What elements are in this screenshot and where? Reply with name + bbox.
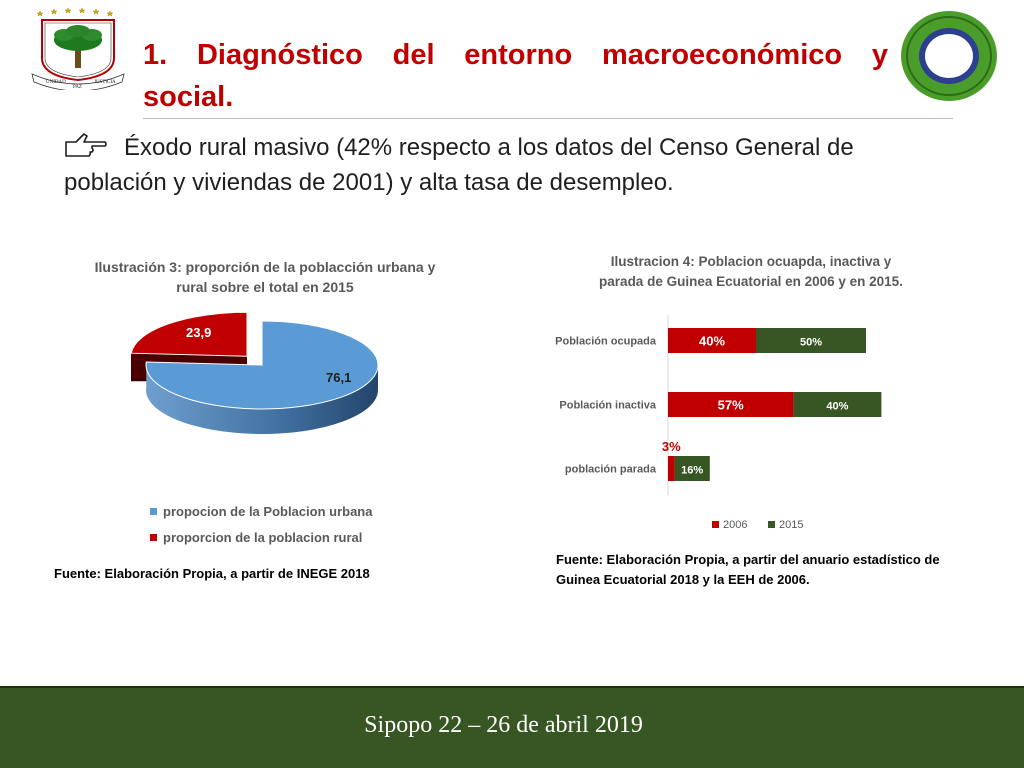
coat-of-arms-logo: UNIDAD PAZ JUSTICIA bbox=[31, 7, 125, 90]
footer-text: Sipopo 22 – 26 de abril 2019 bbox=[364, 712, 643, 738]
bullet-point: Éxodo rural masivo (42% respecto a los d… bbox=[64, 131, 964, 165]
footer-bar bbox=[0, 686, 1024, 768]
bar-data-label: 57% bbox=[718, 398, 744, 413]
ring-logo bbox=[901, 11, 997, 101]
pie-slice-rural bbox=[130, 311, 248, 357]
pointing-hand-icon bbox=[64, 131, 124, 165]
pie-chart-title-line2: rural sobre el total en 2015 bbox=[176, 279, 354, 295]
legend-item-urbana: propocion de la Poblacion urbana bbox=[150, 502, 372, 520]
bar-source-line2: Guinea Ecuatorial 2018 y la EEH de 2006. bbox=[556, 572, 810, 587]
legend-label-2006: 2006 bbox=[723, 519, 747, 531]
bullet-text-line2: población y viviendas de 2001) y alta ta… bbox=[64, 169, 674, 196]
bar-segment-2006 bbox=[668, 392, 794, 417]
pie-chart-title-line1: Ilustración 3: proporción de la poblacci… bbox=[94, 259, 436, 275]
legend-label-rural: proporcion de la poblacion rural bbox=[163, 529, 363, 545]
pie-slice-urbana bbox=[145, 320, 379, 410]
pie-data-label-urbana: 76,1 bbox=[326, 370, 351, 385]
emblem-motto-2: PAZ bbox=[73, 85, 82, 90]
bar-chart-title-line1: Ilustracion 4: Poblacion ocuapda, inacti… bbox=[610, 254, 892, 269]
legend-swatch-2015 bbox=[768, 521, 775, 528]
bar-chart: Población ocupada 40% 50% Población inactiv… bbox=[555, 315, 882, 531]
bar-segment-2015 bbox=[793, 392, 882, 417]
legend-swatch-rural bbox=[150, 533, 157, 541]
bullet-text-line1: Éxodo rural masivo (42% respecto a los d… bbox=[124, 134, 854, 161]
pie-chart-title: Ilustración 3: proporción de la poblacci… bbox=[70, 257, 460, 297]
bar-segment-2006 bbox=[668, 456, 675, 481]
emblem-motto-1: UNIDAD bbox=[46, 80, 66, 85]
bar-data-label: 3% bbox=[662, 439, 681, 454]
legend-item-rural: proporcion de la poblacion rural bbox=[150, 528, 372, 546]
bar-source-note: Fuente: Elaboración Propia, a partir del… bbox=[556, 550, 940, 590]
pie-source-note: Fuente: Elaboración Propia, a partir de … bbox=[54, 566, 370, 581]
bar-segment-2015 bbox=[756, 328, 866, 353]
legend-label-urbana: propocion de la Poblacion urbana bbox=[163, 503, 373, 519]
bar-segment-2015 bbox=[674, 456, 710, 481]
slide-title: 1. Diagnóstico del entorno macroeconómic… bbox=[143, 39, 888, 71]
pie-data-label-rural: 23,9 bbox=[186, 325, 211, 340]
bar-data-label: 40% bbox=[699, 334, 725, 349]
bar-category-label: Población ocupada bbox=[555, 336, 657, 348]
bar-data-label: 50% bbox=[800, 337, 822, 349]
pie-chart: 76,1 23,9 bbox=[130, 311, 379, 435]
bar-chart-title: Ilustracion 4: Poblacion ocuapda, inacti… bbox=[556, 252, 946, 292]
bar-data-label: 40% bbox=[826, 401, 848, 413]
bar-segment-2006 bbox=[668, 328, 756, 353]
bar-source-line1: Fuente: Elaboración Propia, a partir del… bbox=[556, 552, 940, 567]
bar-data-label: 16% bbox=[681, 465, 703, 477]
legend-swatch-urbana bbox=[150, 507, 157, 515]
bar-category-label: Población inactiva bbox=[559, 400, 656, 412]
bar-chart-title-line2: parada de Guinea Ecuatorial en 2006 y en… bbox=[599, 274, 903, 289]
legend-swatch-2006 bbox=[712, 521, 719, 528]
legend-label-2015: 2015 bbox=[779, 519, 803, 531]
pie-slice-urbana-side bbox=[145, 361, 378, 435]
title-divider bbox=[143, 118, 953, 119]
pie-legend: propocion de la Poblacion urbana proporc… bbox=[150, 502, 372, 546]
bar-category-label: población parada bbox=[565, 464, 657, 476]
emblem-motto-3: JUSTICIA bbox=[94, 80, 116, 85]
slide-title-continued: social. bbox=[143, 81, 234, 113]
